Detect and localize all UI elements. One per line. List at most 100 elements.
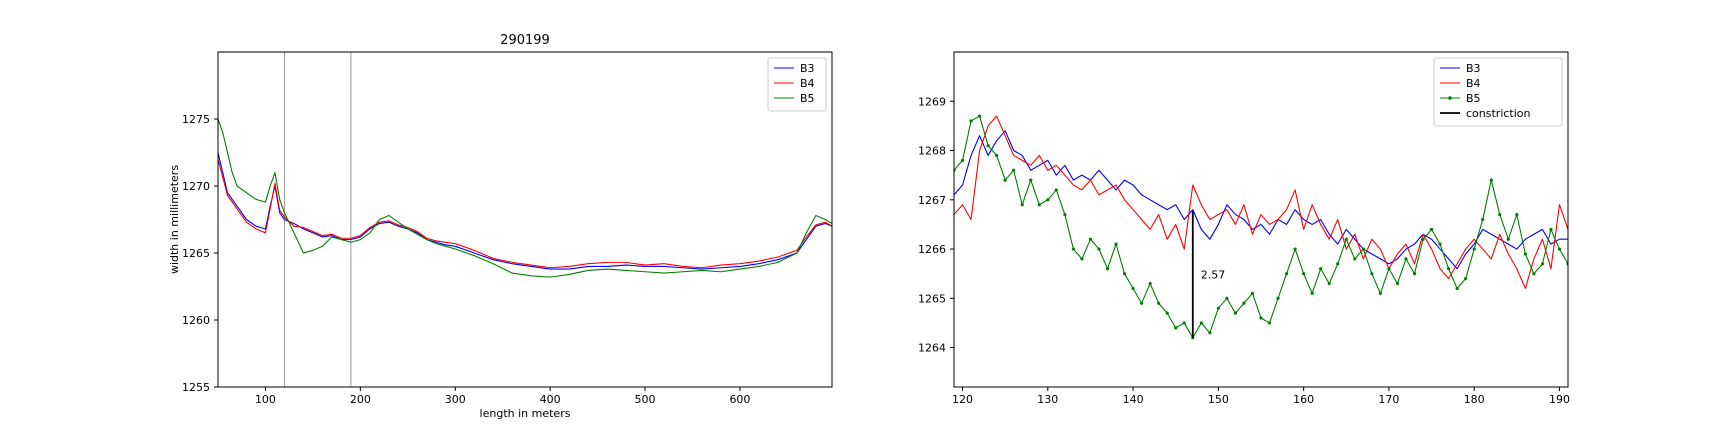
- right-series-b5-point: [1012, 168, 1016, 172]
- right-series-b5-point: [1506, 237, 1510, 241]
- right-series-b5-point: [1498, 212, 1502, 217]
- left-legend-box: [767, 57, 827, 112]
- right-series-b5-point: [1447, 267, 1451, 271]
- right-series-b5-point: [1472, 247, 1476, 251]
- right-xtick-label-170: 170: [1378, 393, 1399, 406]
- right-series-b5-point: [1250, 291, 1255, 295]
- right-series-b5-point: [1557, 247, 1562, 251]
- right-series-b3-line: [954, 130, 1568, 270]
- left-xtick-label-600: 600: [729, 393, 750, 406]
- right-series-b5-point: [1174, 326, 1178, 330]
- right-series-b5-point: [1387, 267, 1391, 271]
- right-series-b5-point: [1088, 237, 1093, 241]
- right-xtick-label-180: 180: [1464, 393, 1485, 406]
- right-series-b5-point: [1353, 257, 1357, 261]
- right-series-b5-point: [1429, 227, 1434, 231]
- left-y-axis-label: width in millimeters: [168, 165, 181, 274]
- right-series-b5-point: [1438, 242, 1442, 246]
- right-series-b5-point: [1165, 311, 1169, 315]
- right-series-b5-point: [1208, 331, 1212, 335]
- right-series-b5-point: [1515, 212, 1519, 217]
- right-series-b5-point: [1080, 257, 1084, 261]
- right-legend-box: [1433, 57, 1563, 127]
- right-series-b5-point: [1225, 296, 1229, 300]
- right-series-b5-point: [1540, 262, 1545, 266]
- left-series-b3-line: [218, 152, 832, 270]
- left-ytick-label-1275: 1275: [182, 113, 210, 126]
- right-series-b5-point: [995, 153, 999, 158]
- right-series-b5-point: [1310, 291, 1314, 295]
- right-series-b5-point: [1489, 178, 1493, 182]
- right-series-b5-point: [1293, 247, 1297, 251]
- right-series-b5-point: [1216, 306, 1220, 310]
- right-series-b5-point: [960, 158, 965, 162]
- right-series-b5-point: [986, 144, 990, 148]
- left-axes-frame: [217, 51, 833, 388]
- left-ytick-label-1265: 1265: [182, 247, 210, 260]
- right-series-b5-point: [1259, 316, 1263, 320]
- right-series-b5-point: [1140, 301, 1144, 305]
- right-series-b5-point: [1267, 321, 1272, 325]
- left-xtick-label-400: 400: [540, 393, 561, 406]
- right-series-b5-point: [1046, 198, 1050, 202]
- right-ytick-label-1268: 1268: [918, 145, 946, 158]
- right-series-b5-point: [1233, 311, 1238, 315]
- right-legend-marker-b5: [1448, 96, 1452, 100]
- right-ytick-label-1266: 1266: [918, 243, 946, 256]
- left-xtick-label-300: 300: [445, 393, 466, 406]
- right-ytick-label-1269: 1269: [918, 95, 946, 108]
- left-xtick-label-100: 100: [255, 393, 276, 406]
- left-ytick-label-1260: 1260: [182, 314, 210, 327]
- right-series-b5-point: [1395, 281, 1400, 286]
- left-plot-area: [218, 52, 832, 387]
- right-series-b5-point: [1114, 242, 1118, 246]
- left-ytick-label-1270: 1270: [182, 180, 210, 193]
- right-xtick-label-160: 160: [1293, 393, 1314, 406]
- right-axes-frame: [953, 51, 1569, 388]
- left-legend-label-b4: B4: [800, 77, 815, 90]
- right-ytick-label-1267: 1267: [918, 194, 946, 207]
- right-series-b5-point: [1481, 217, 1485, 222]
- right-series-b5-point: [1242, 301, 1246, 305]
- right-series-b5-point: [1327, 281, 1331, 286]
- right-xtick-label-130: 130: [1037, 393, 1058, 406]
- right-series-b5-point: [1020, 203, 1024, 207]
- right-series-b5-point: [1404, 257, 1408, 261]
- right-series-b5-point: [1105, 267, 1110, 271]
- left-series-b4-line: [218, 159, 832, 269]
- right-legend-label-b4: B4: [1466, 77, 1481, 90]
- right-series-b5-point: [1336, 262, 1340, 266]
- left-legend-label-b3: B3: [800, 62, 815, 75]
- right-series-b5-point: [977, 114, 982, 118]
- right-legend-label-b5: B5: [1466, 92, 1481, 105]
- right-series-b5-point: [1319, 267, 1323, 271]
- right-series-b5-point: [1122, 272, 1127, 276]
- left-xtick-label-500: 500: [635, 393, 656, 406]
- right-legend: B3 B4 B5 constriction: [1433, 57, 1563, 127]
- right-series-b5-point: [1063, 212, 1067, 217]
- left-chart: 100 200 300 400 500 600 1255 1260 1265 1270 1275 29…: [168, 33, 833, 420]
- left-xtick-label-200: 200: [350, 393, 371, 406]
- right-series-b5-point: [1029, 178, 1033, 182]
- right-series-b5-point: [1097, 247, 1101, 251]
- right-series-b5-point: [1361, 247, 1365, 251]
- right-series-b5-point: [1532, 272, 1536, 276]
- right-series-b5-point: [1131, 286, 1135, 291]
- right-series-b5-point: [1455, 286, 1459, 291]
- right-series-b5-point: [1412, 272, 1417, 276]
- right-series-b5-point: [1276, 296, 1280, 300]
- left-legend: B3 B4 B5: [767, 57, 827, 112]
- right-legend-label-constriction: constriction: [1466, 107, 1531, 120]
- right-series-b5-point: [1284, 272, 1289, 276]
- right-series-b5-point: [1302, 272, 1306, 276]
- right-series-b5-point: [1523, 252, 1527, 256]
- right-series-b5-point: [969, 119, 973, 123]
- left-chart-title: 290199: [500, 33, 550, 48]
- right-xtick-label-140: 140: [1123, 393, 1144, 406]
- right-series-b5-point: [1182, 321, 1186, 325]
- right-series-b5-point: [1199, 321, 1203, 325]
- right-ytick-label-1264: 1264: [918, 342, 946, 355]
- right-series-b5-point: [1421, 237, 1425, 241]
- left-legend-label-b5: B5: [800, 92, 815, 105]
